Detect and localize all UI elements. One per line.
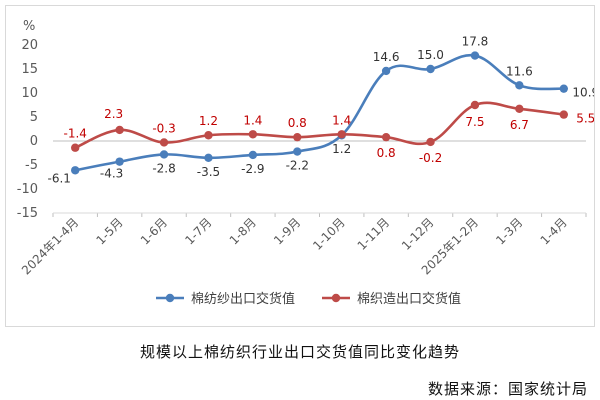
- series-1-data-label: 1.4: [243, 113, 262, 127]
- series-0-data-label: 14.6: [373, 50, 400, 64]
- y-tick-label: 15: [21, 62, 38, 77]
- x-tick-label: 1-4月: [538, 215, 570, 247]
- series-1-data-label: 6.7: [510, 118, 529, 132]
- y-tick-label: 0: [30, 134, 38, 149]
- x-tick-label: 1-5月: [93, 215, 125, 247]
- series-1-point: [470, 100, 480, 110]
- series-1-point: [159, 138, 169, 147]
- series-1-point: [559, 110, 568, 119]
- series-0-point: [381, 66, 391, 76]
- series-0-data-label: -2.8: [152, 161, 175, 175]
- series-0-point: [71, 166, 80, 175]
- series-1-point: [71, 143, 80, 152]
- series-1-point: [115, 125, 124, 135]
- series-0-data-label: -6.1: [47, 171, 70, 185]
- series-1-point: [204, 131, 213, 140]
- x-tick-label: 1-9月: [271, 215, 303, 247]
- line-chart: % -15 -10 -5 0 5 10 15 20 2024年1-4月 1-5月 1-6月 1-7月 1-…: [17, 19, 594, 307]
- series-0-point: [248, 150, 258, 160]
- x-tick-label: 1-12月: [399, 215, 437, 253]
- series-0-data-label: -2.9: [241, 162, 264, 176]
- y-tick-label: 10: [21, 86, 38, 101]
- legend-marker-0: [165, 293, 175, 303]
- series-1-data-label: -0.3: [152, 121, 175, 135]
- series-1-data-label: 7.5: [465, 115, 484, 129]
- series-1-data-label: -1.4: [63, 127, 86, 141]
- series-0-point: [204, 153, 213, 162]
- series-1-point: [293, 132, 302, 142]
- data-source: 数据来源：国家统计局: [427, 380, 588, 398]
- series-0-point: [115, 157, 124, 166]
- x-tick-label: 1-11月: [355, 215, 393, 253]
- series-0-data-label: 15.0: [417, 48, 444, 62]
- chart-frame: % -15 -10 -5 0 5 10 15 20 2024年1-4月 1-5月 1-6月 1-7月 1-…: [5, 5, 595, 327]
- series-0-point: [515, 81, 524, 90]
- series-0-data-label: -4.3: [100, 167, 123, 181]
- legend-label-0: 棉纺纱出口交货值: [191, 291, 295, 307]
- y-tick-label: -15: [17, 206, 38, 221]
- series-0-point: [470, 51, 480, 60]
- series-line-0: [74, 53, 564, 172]
- series-1-data-label: 1.4: [332, 113, 351, 127]
- series-1-point: [381, 132, 391, 142]
- x-tick-label: 1-8月: [227, 215, 259, 247]
- x-tick-label: 1-10月: [310, 215, 348, 253]
- series-0-data-label: 10.9: [572, 86, 594, 100]
- chart-caption: 规模以上棉纺织行业出口交货值同比变化趋势: [139, 343, 460, 361]
- series-1-point: [248, 130, 258, 139]
- series-0-point: [159, 150, 169, 159]
- series-0-point: [426, 64, 435, 74]
- series-1-data-label: 2.3: [104, 107, 123, 121]
- series-0-point: [559, 84, 568, 93]
- x-tick-label: 1-7月: [182, 215, 214, 247]
- series-1-data-label: 5.5: [576, 112, 594, 126]
- series-1-data-label: 0.8: [377, 146, 396, 160]
- series-0-data-label: -2.2: [286, 159, 309, 173]
- legend-marker-1: [331, 293, 341, 303]
- series-1-point: [337, 130, 346, 139]
- y-tick-label: -5: [25, 158, 38, 173]
- x-tick-label: 1-3月: [493, 215, 525, 247]
- legend-label-1: 棉织造出口交货值: [357, 291, 461, 307]
- series-1-data-label: -0.2: [419, 151, 442, 165]
- series-0-point: [293, 147, 302, 156]
- x-tick-label: 2024年1-4月: [19, 215, 81, 277]
- y-tick-label: 5: [30, 110, 38, 125]
- series-0-data-label: 1.2: [332, 142, 351, 156]
- y-axis-unit: %: [23, 19, 35, 34]
- series-1-point: [426, 137, 435, 147]
- y-tick-label: 20: [21, 38, 38, 53]
- x-tick-label: 1-6月: [138, 215, 170, 247]
- series-1-data-label: 1.2: [199, 114, 218, 128]
- series-0-data-label: 11.6: [506, 64, 533, 78]
- y-tick-label: -10: [17, 182, 38, 197]
- series-0-data-label: -3.5: [197, 165, 220, 179]
- series-1-point: [515, 104, 524, 114]
- series-1-data-label: 0.8: [288, 116, 307, 130]
- series-0-data-label: 17.8: [462, 35, 489, 49]
